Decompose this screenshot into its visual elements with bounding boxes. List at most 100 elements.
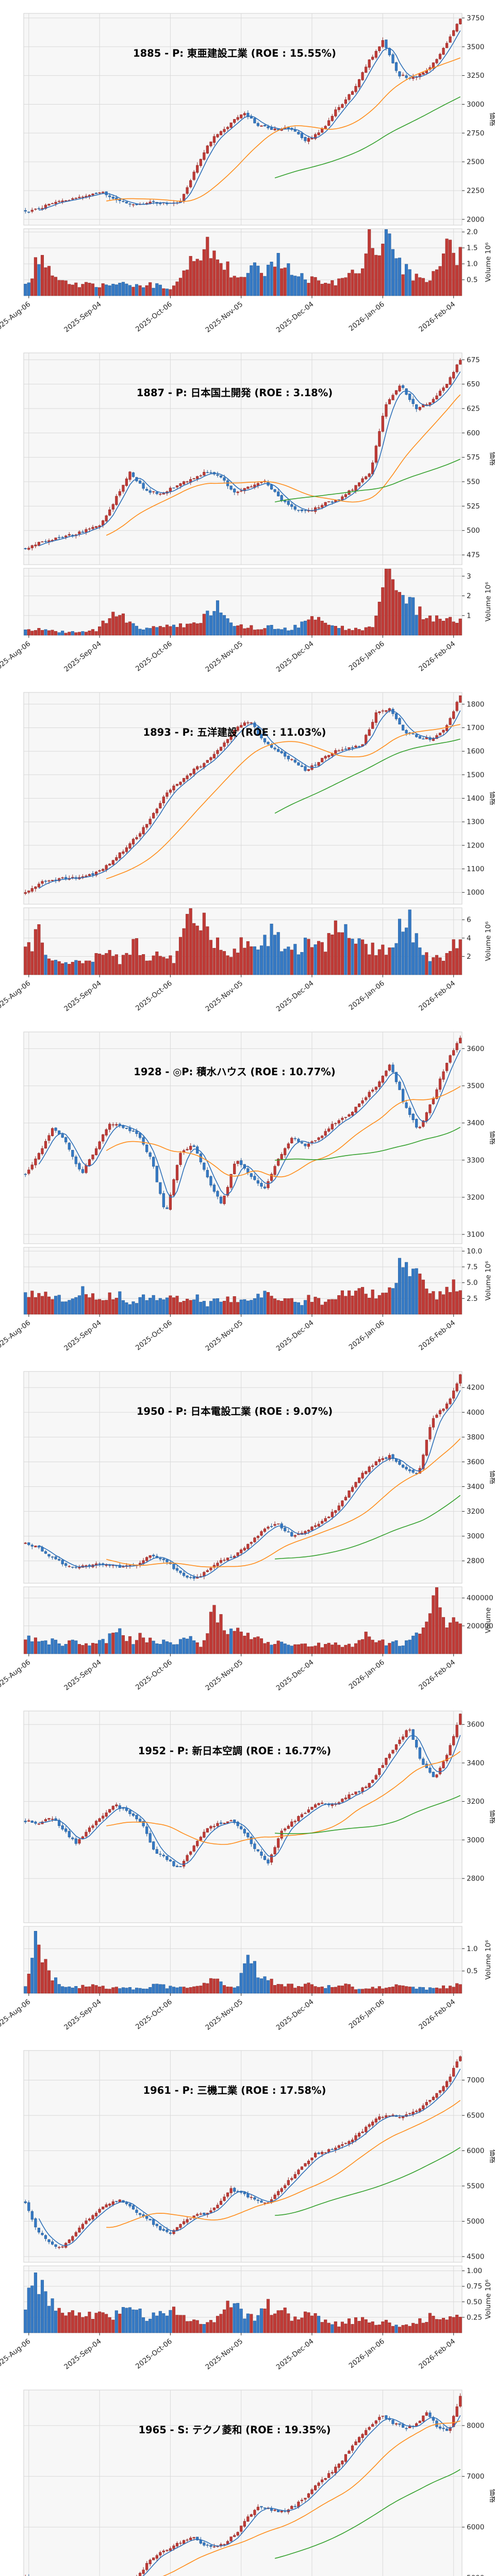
svg-text:3: 3 xyxy=(467,572,471,581)
price-axis-label: 価格 xyxy=(488,2489,495,2503)
ma-mid-line xyxy=(106,1438,461,1568)
volume-bars xyxy=(24,229,462,296)
price-axis-ticks: 2800 3000 3200 3400 3600 xyxy=(462,1721,484,1883)
gridlines xyxy=(24,1371,462,1654)
svg-text:1300: 1300 xyxy=(467,818,484,826)
stock-chart-svg: 1885 - P: 東亜建設工業 (ROE : 15.55%) 200022502… xyxy=(0,0,495,340)
candles xyxy=(24,1713,462,1869)
ma-mid-line xyxy=(106,394,461,536)
volume-axis-label: Volume 10⁶ xyxy=(484,242,492,282)
svg-text:3800: 3800 xyxy=(467,1433,484,1442)
svg-text:2500: 2500 xyxy=(467,158,484,166)
volume-axis-ticks: 2 4 6 xyxy=(462,916,471,961)
svg-text:575: 575 xyxy=(467,453,480,462)
svg-text:3300: 3300 xyxy=(467,1156,484,1164)
svg-text:8000: 8000 xyxy=(467,2422,484,2430)
svg-text:6000: 6000 xyxy=(467,2523,484,2532)
price-panel xyxy=(23,1710,463,1923)
svg-text:0.50: 0.50 xyxy=(467,2298,482,2306)
stock-chart-svg: 1887 - P: 日本国土開発 (ROE : 3.18%) 475 500 525 5… xyxy=(0,340,495,679)
volume-axis-ticks: 2.5 5.0 7.5 10.0 xyxy=(462,1247,482,1303)
svg-text:675: 675 xyxy=(467,356,480,364)
gridlines xyxy=(24,2050,462,2333)
svg-text:3000: 3000 xyxy=(467,1836,484,1844)
ma-mid-line xyxy=(162,2420,460,2576)
svg-text:2800: 2800 xyxy=(467,1875,484,1883)
chart-title: 1885 - P: 東亜建設工業 (ROE : 15.55%) xyxy=(133,47,336,59)
svg-text:2: 2 xyxy=(467,953,471,961)
price-axis-ticks: 2000 2250 2500 2750 3000 3250 3500 3750 xyxy=(462,14,484,224)
svg-text:1800: 1800 xyxy=(467,700,484,708)
price-axis-ticks: 4500 5000 5500 6000 6500 7000 xyxy=(462,2076,484,2261)
price-axis-label: 価格 xyxy=(488,1810,495,1824)
svg-text:3200: 3200 xyxy=(467,1507,484,1516)
svg-text:500: 500 xyxy=(467,527,480,535)
svg-text:3000: 3000 xyxy=(467,1532,484,1540)
candles xyxy=(24,18,462,214)
volume-bars xyxy=(24,1587,462,1654)
svg-text:2000: 2000 xyxy=(467,215,484,224)
svg-text:1600: 1600 xyxy=(467,748,484,756)
volume-axis-ticks: 0.5 1.0 1.5 2.0 xyxy=(462,228,477,284)
svg-text:7000: 7000 xyxy=(467,2472,484,2481)
ma-long-line xyxy=(274,738,460,814)
svg-text:0.5: 0.5 xyxy=(467,1967,477,1975)
volume-panel xyxy=(23,1926,463,1994)
svg-text:625: 625 xyxy=(467,405,480,413)
price-panel xyxy=(23,352,463,565)
volume-axis-ticks: 200000 400000 xyxy=(462,1594,493,1630)
svg-text:1.5: 1.5 xyxy=(467,244,477,252)
svg-text:600: 600 xyxy=(467,429,480,437)
stock-chart-1965: 1965 - S: テクノ菱和 (ROE : 19.35%) 5000 6000 70… xyxy=(0,2377,495,2576)
svg-text:3200: 3200 xyxy=(467,1193,484,1201)
svg-text:1500: 1500 xyxy=(467,771,484,779)
svg-text:6: 6 xyxy=(467,916,471,924)
chart-title: 1965 - S: テクノ菱和 (ROE : 19.35%) xyxy=(138,2424,331,2436)
svg-text:7000: 7000 xyxy=(467,2076,484,2084)
ma-short-line xyxy=(142,2415,461,2576)
svg-text:2.0: 2.0 xyxy=(467,228,477,236)
ma-long-line xyxy=(274,96,461,179)
ma-short-line xyxy=(39,1735,461,1865)
ma-short-line xyxy=(39,30,461,211)
stock-chart-svg: 1965 - S: テクノ菱和 (ROE : 19.35%) 5000 6000 70… xyxy=(0,2377,495,2576)
stock-chart-svg: 1893 - P: 五洋建設 (ROE : 11.03%) 1000 1100 120… xyxy=(0,679,495,1019)
stock-chart-1887: 1887 - P: 日本国土開発 (ROE : 3.18%) 475 500 525 5… xyxy=(0,340,495,679)
svg-text:4200: 4200 xyxy=(467,1384,484,1392)
stock-chart-svg: 1950 - P: 日本電設工業 (ROE : 9.07%) 2800 3000 32… xyxy=(0,1358,495,1698)
price-axis-ticks: 5000 6000 7000 8000 xyxy=(462,2422,484,2576)
price-axis-ticks: 2800 3000 3200 3400 3600 3800 4000 4200 xyxy=(462,1384,484,1565)
svg-text:1.0: 1.0 xyxy=(467,1945,477,1953)
chart-title: 1950 - P: 日本電設工業 (ROE : 9.07%) xyxy=(137,1405,333,1417)
svg-text:200000: 200000 xyxy=(467,1622,493,1630)
price-panel xyxy=(23,1371,463,1584)
svg-text:0.5: 0.5 xyxy=(467,276,477,284)
ma-short-line xyxy=(39,1390,461,1578)
ma-long-line xyxy=(274,459,461,503)
volume-bars xyxy=(24,1258,462,1315)
svg-text:6500: 6500 xyxy=(467,2112,484,2120)
svg-text:2800: 2800 xyxy=(467,1557,484,1565)
svg-text:5000: 5000 xyxy=(467,2574,484,2576)
svg-text:1: 1 xyxy=(467,612,471,620)
price-panel xyxy=(23,1031,463,1244)
svg-text:4000: 4000 xyxy=(467,1409,484,1417)
stock-chart-1928: 1928 - ◎P: 積水ハウス (ROE : 10.77%) 3100 3200 3… xyxy=(0,1019,495,1358)
ma-long-line xyxy=(275,1495,461,1560)
ma-mid-line xyxy=(106,724,460,879)
svg-text:400000: 400000 xyxy=(467,1594,493,1602)
ma-short-line xyxy=(39,371,461,547)
price-panel xyxy=(23,2389,463,2576)
ma-short-line xyxy=(38,2069,461,2246)
price-axis-ticks: 475 500 525 550 575 600 625 650 675 xyxy=(462,356,480,560)
price-axis-label: 価格 xyxy=(488,112,495,127)
ma-mid-line xyxy=(106,1751,461,1845)
svg-text:1400: 1400 xyxy=(467,794,484,803)
ma-long-line xyxy=(274,2469,461,2559)
price-axis-label: 価格 xyxy=(488,1131,495,1145)
svg-text:1700: 1700 xyxy=(467,724,484,732)
svg-text:2: 2 xyxy=(467,592,471,600)
chart-title: 1952 - P: 新日本空調 (ROE : 16.77%) xyxy=(138,1745,331,1757)
svg-text:3400: 3400 xyxy=(467,1483,484,1491)
